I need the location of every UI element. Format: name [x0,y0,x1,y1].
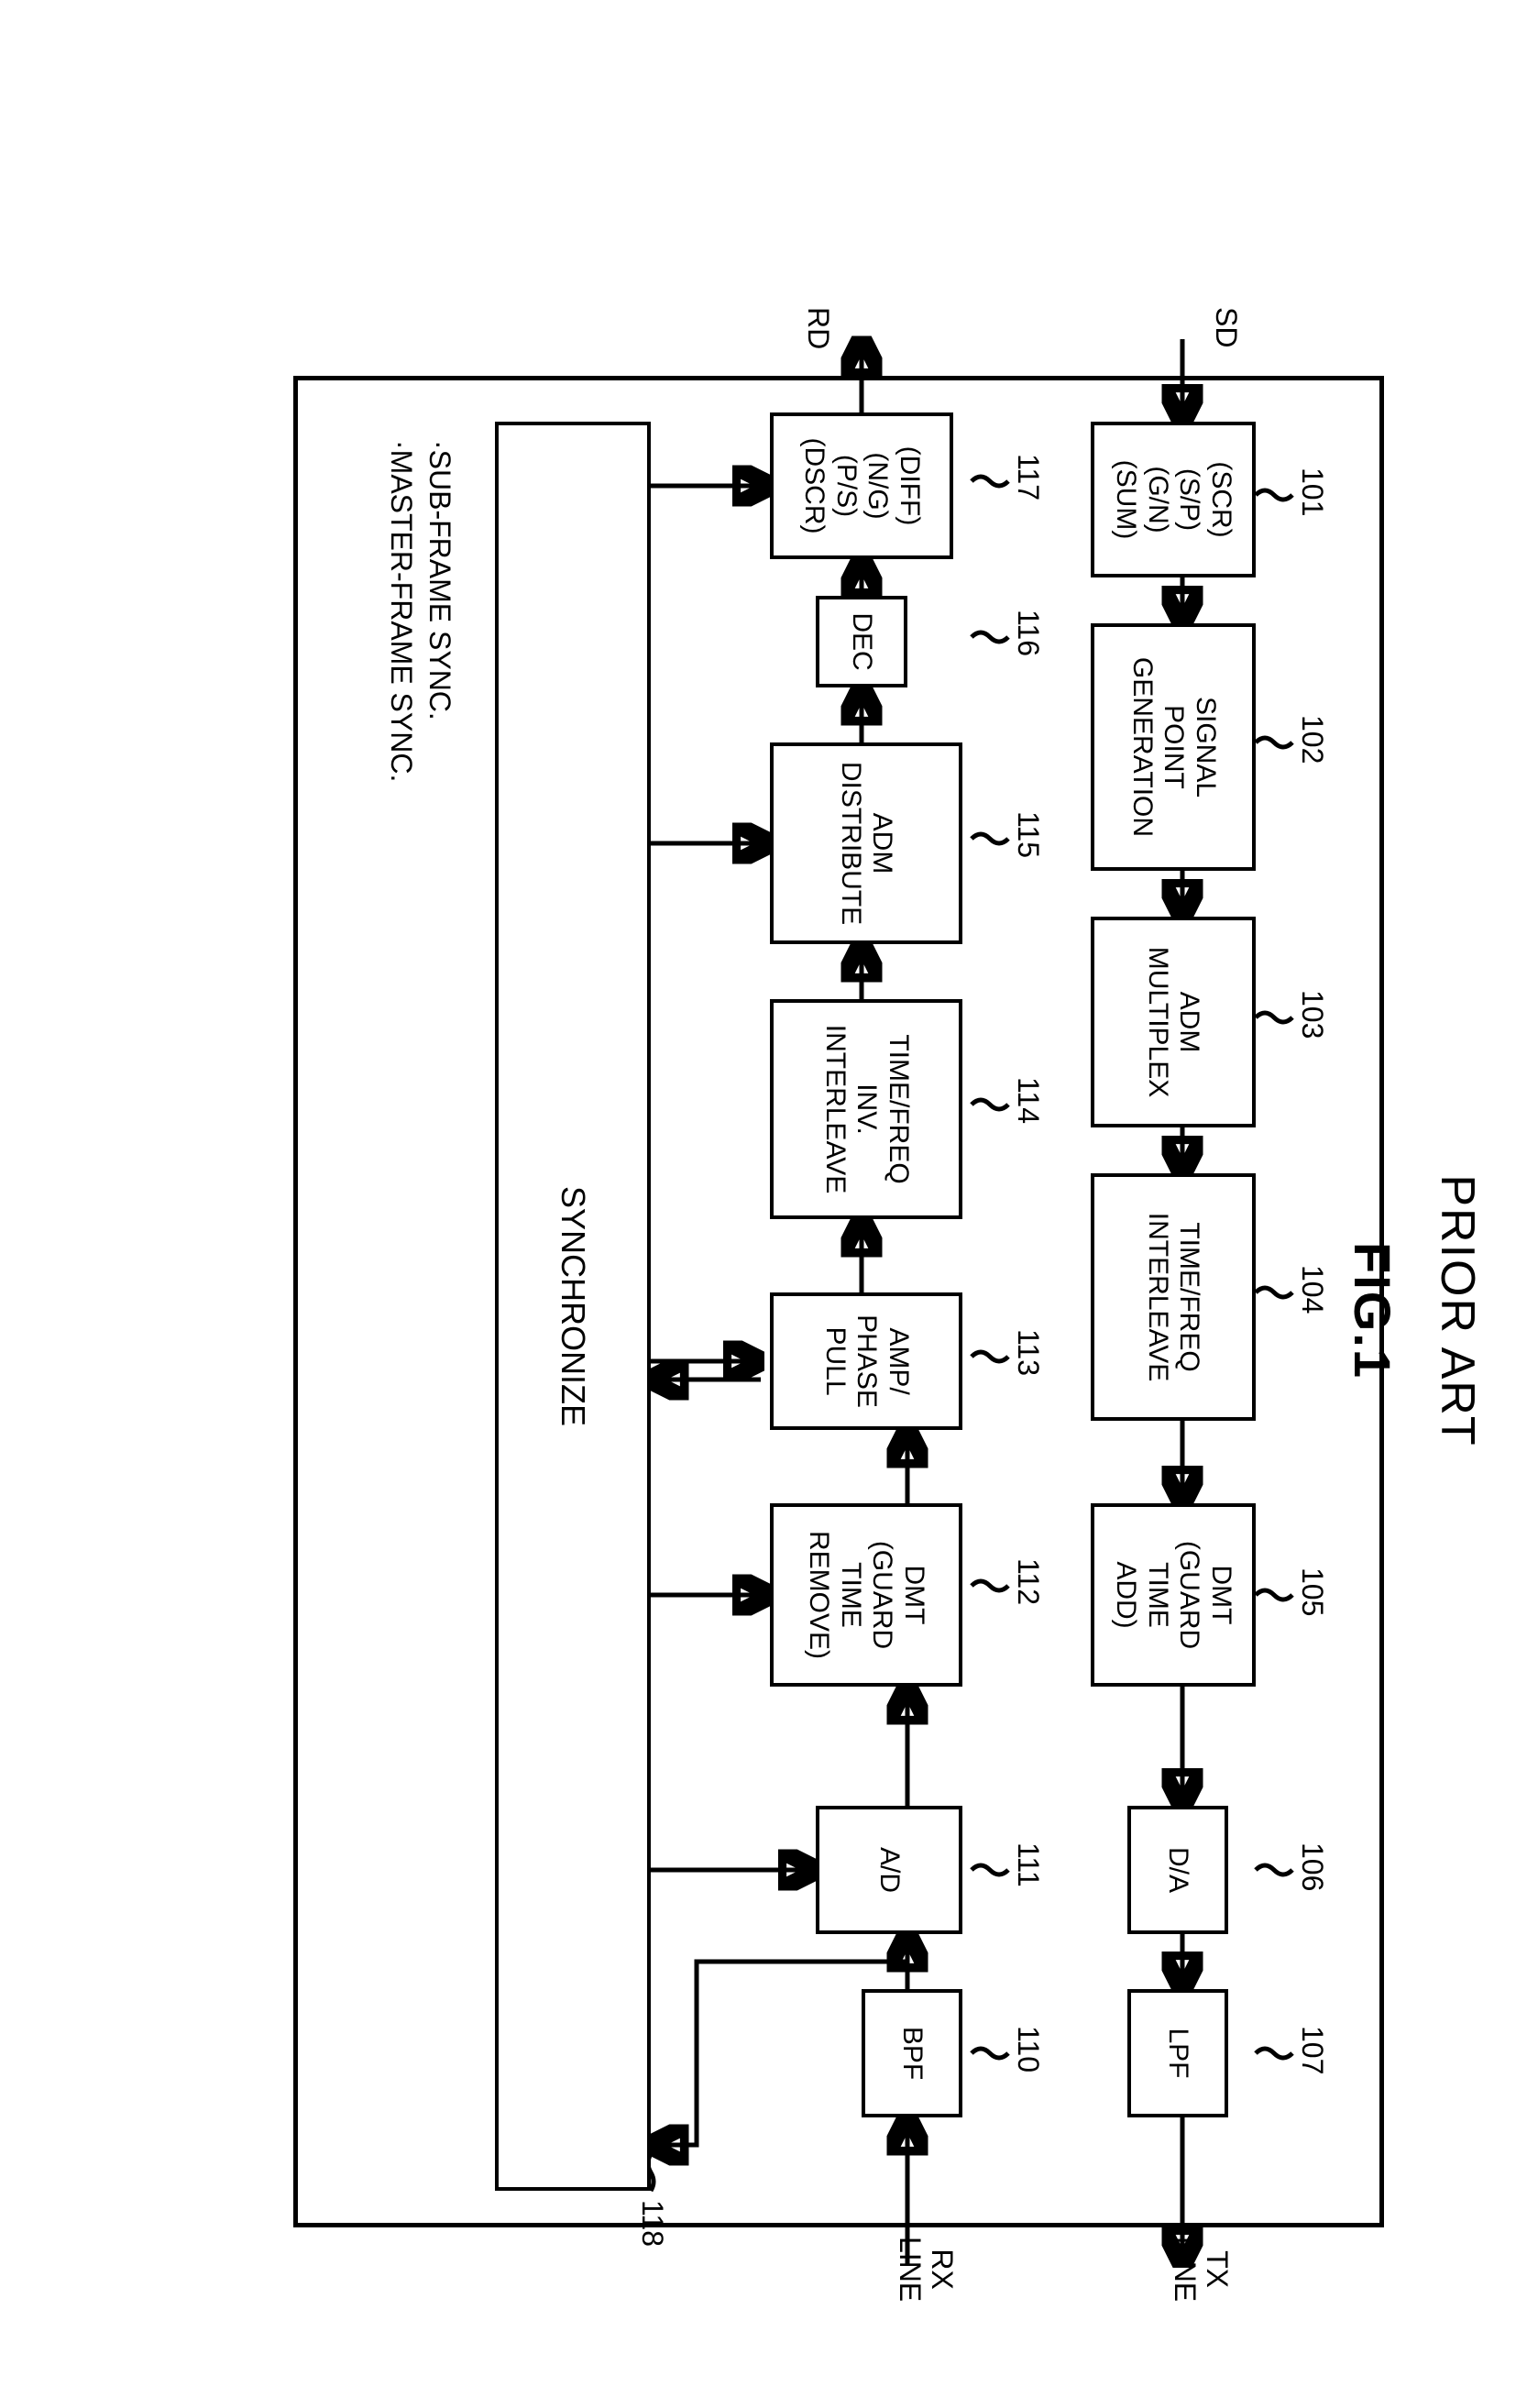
block-114: TIME/FREQ INV. INTERLEAVE [770,999,962,1219]
label-102: 102 [1295,715,1329,764]
block-115-text: ADM DISTRIBUTE [835,762,898,925]
block-113-text: AMP/ PHASE PULL [818,1314,914,1408]
block-117: (DIFF) (N/G) (P/S) (DSCR) [770,412,953,559]
label-115: 115 [1011,811,1045,858]
block-110: BPF [862,1989,962,2117]
canvas-wrap: PRIOR ART FIG.1 [119,312,1476,2310]
block-102-text: SIGNAL POINT GENERATION [1126,657,1221,837]
block-101: (SCR) (S/P) (G/N) (SUM) [1091,422,1256,577]
block-103-text: ADM MULTIPLEX [1142,947,1205,1098]
sync-notes: ·SUB-FRAME SYNC. ·MASTER-FRAME SYNC. [382,440,458,782]
label-103: 103 [1295,990,1329,1039]
label-116: 116 [1011,610,1045,656]
block-106: D/A [1127,1806,1228,1934]
block-112-text: DMT (GUARD TIME REMOVE) [803,1531,929,1659]
label-106: 106 [1295,1842,1329,1891]
io-rx: RX LINE [894,2237,958,2302]
diagram-canvas: PRIOR ART FIG.1 [119,312,1476,2310]
io-tx: TX LINE [1169,2237,1233,2302]
block-101-text: (SCR) (S/P) (G/N) (SUM) [1110,460,1236,540]
label-118: 118 [635,2200,669,2247]
block-104-text: TIME/FREQ INTERLEAVE [1142,1213,1205,1382]
label-107: 107 [1295,2026,1329,2074]
block-115: ADM DISTRIBUTE [770,742,962,944]
label-113: 113 [1011,1329,1045,1376]
block-118-synchronize: SYNCHRONIZE [495,422,651,2191]
page: PRIOR ART FIG.1 [37,37,1501,2371]
label-114: 114 [1011,1077,1045,1124]
block-118-text: SYNCHRONIZE [554,1186,591,1426]
block-105-text: DMT (GUARD TIME ADD) [1110,1541,1236,1649]
label-112: 112 [1011,1558,1045,1605]
block-113: AMP/ PHASE PULL [770,1292,962,1430]
io-rd: RD [802,307,834,349]
block-107: LPF [1127,1989,1228,2117]
label-110: 110 [1011,2026,1045,2073]
label-117: 117 [1011,454,1045,500]
block-103: ADM MULTIPLEX [1091,917,1256,1127]
label-105: 105 [1295,1567,1329,1616]
block-110-text: BPF [896,2027,928,2080]
block-102: SIGNAL POINT GENERATION [1091,623,1256,871]
label-111: 111 [1011,1842,1045,1887]
block-116-text: DEC [846,612,878,670]
block-114-text: TIME/FREQ INV. INTERLEAVE [818,1025,914,1194]
block-112: DMT (GUARD TIME REMOVE) [770,1503,962,1687]
block-111-text: A/D [873,1847,906,1893]
block-117-text: (DIFF) (N/G) (P/S) (DSCR) [798,438,925,534]
block-111: A/D [816,1806,962,1934]
block-107-text: LPF [1162,2028,1194,2078]
block-105: DMT (GUARD TIME ADD) [1091,1503,1256,1687]
block-116: DEC [816,596,907,687]
block-104: TIME/FREQ INTERLEAVE [1091,1173,1256,1421]
block-106-text: D/A [1162,1847,1194,1893]
io-sd: SD [1210,307,1242,347]
label-101: 101 [1295,467,1329,516]
label-104: 104 [1295,1265,1329,1314]
